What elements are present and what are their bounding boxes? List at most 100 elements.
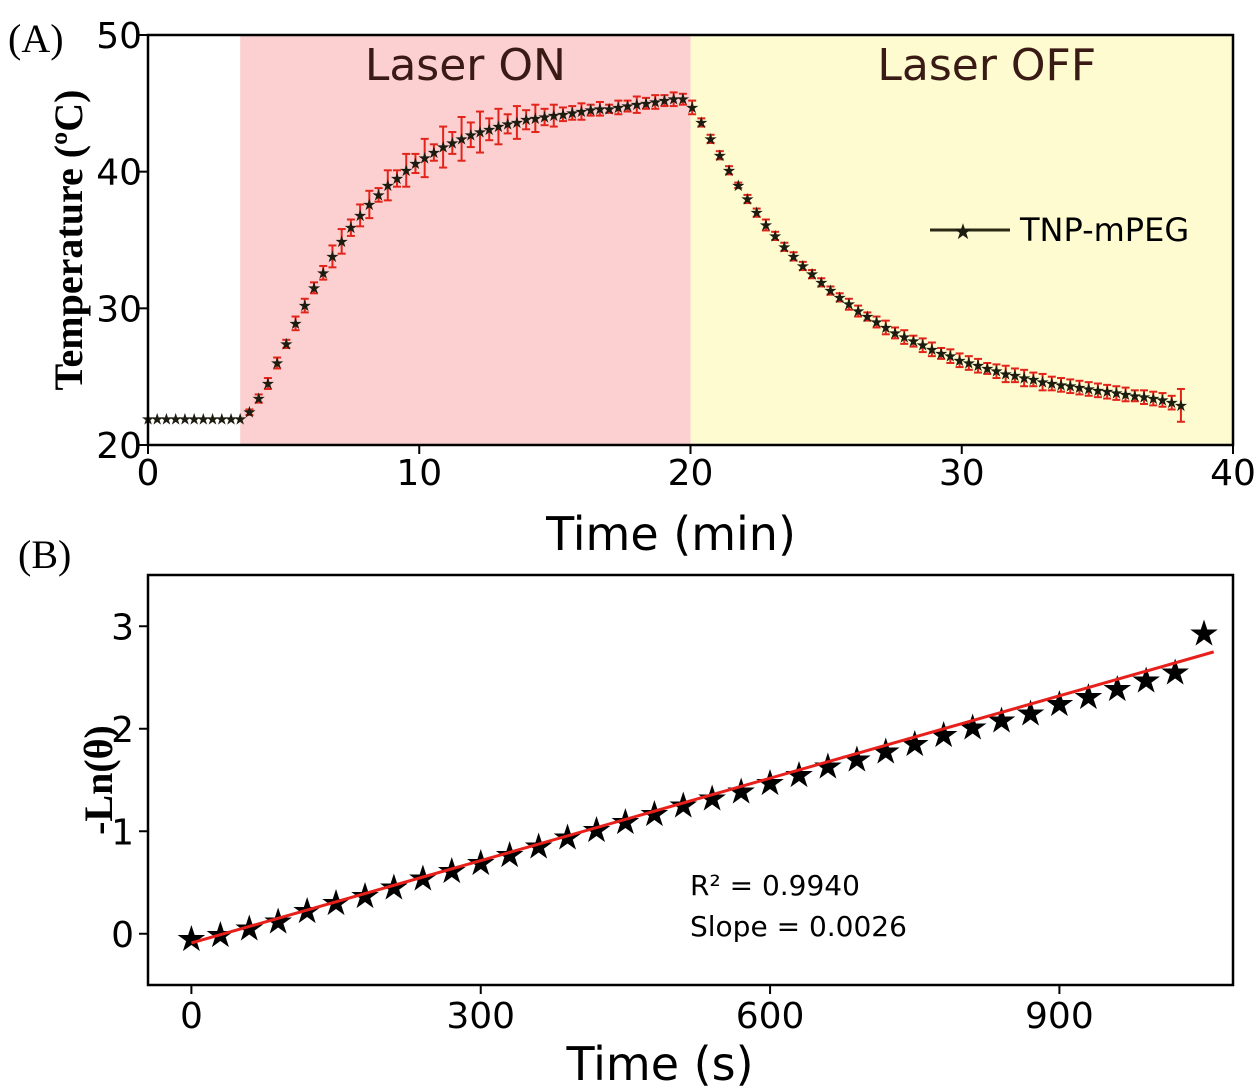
data-point: ★ xyxy=(399,161,413,180)
error-bar xyxy=(660,94,669,108)
data-point: ★ xyxy=(1174,396,1188,415)
data-point: ★ xyxy=(685,98,699,117)
error-bar xyxy=(1001,364,1010,384)
data-point: ★ xyxy=(869,313,883,332)
data-point: ★ xyxy=(159,410,173,429)
data-point: ★ xyxy=(242,403,256,422)
x-tick-label: 0 xyxy=(137,453,160,494)
panel-b-label: (B) xyxy=(18,532,71,577)
error-bar xyxy=(586,103,595,117)
error-bar xyxy=(642,96,651,110)
data-point: ★ xyxy=(740,190,754,209)
data-point: ★ xyxy=(1045,374,1059,393)
data-point: ★ xyxy=(390,169,404,188)
error-bar xyxy=(1130,389,1139,403)
data-point: ★ xyxy=(754,763,786,804)
data-point: ★ xyxy=(879,318,893,337)
error-bar xyxy=(1038,372,1047,392)
error-bar xyxy=(872,315,881,329)
data-point: ★ xyxy=(812,747,844,788)
error-bar xyxy=(439,125,448,169)
data-point: ★ xyxy=(427,143,441,162)
data-point: ★ xyxy=(956,708,988,749)
error-bar xyxy=(835,292,844,303)
error-bar xyxy=(393,169,402,188)
data-point: ★ xyxy=(703,129,717,148)
region-laser-off xyxy=(690,35,1233,445)
data-point: ★ xyxy=(1043,684,1075,725)
error-bar xyxy=(964,355,973,371)
data-point: ★ xyxy=(537,108,551,127)
data-point: ★ xyxy=(999,364,1013,383)
error-bar xyxy=(291,315,300,332)
error-bar xyxy=(854,304,863,318)
data-point: ★ xyxy=(796,256,810,275)
data-point: ★ xyxy=(178,410,192,429)
error-bar xyxy=(798,260,807,272)
error-bar xyxy=(346,218,355,237)
data-point: ★ xyxy=(786,247,800,266)
error-bar xyxy=(485,117,494,142)
error-bar xyxy=(881,319,890,336)
data-point: ★ xyxy=(1165,393,1179,412)
error-bar xyxy=(448,131,457,155)
error-bar xyxy=(319,264,328,281)
x-tick-label: 30 xyxy=(939,453,985,494)
data-point: ★ xyxy=(316,263,330,282)
error-bar xyxy=(402,152,411,188)
panel-b-y-axis-title: -Ln(θ) xyxy=(76,725,121,835)
data-point: ★ xyxy=(482,120,496,139)
error-bar xyxy=(1149,390,1158,407)
error-bar xyxy=(974,357,983,374)
error-bar xyxy=(780,241,789,252)
data-point: ★ xyxy=(362,195,376,214)
panel-b-plot-background xyxy=(148,575,1233,985)
data-point: ★ xyxy=(501,114,515,133)
panel-a-legend: ★ TNP-mPEG xyxy=(930,211,1189,249)
error-bar xyxy=(374,187,383,203)
error-bar xyxy=(531,103,540,134)
data-point: ★ xyxy=(168,410,182,429)
data-point: ★ xyxy=(298,296,312,315)
data-point: ★ xyxy=(335,232,349,251)
error-bar xyxy=(1084,381,1093,397)
error-bar xyxy=(909,334,918,348)
data-point: ★ xyxy=(371,185,385,204)
error-bar xyxy=(1121,386,1130,403)
data-point: ★ xyxy=(510,113,524,132)
data-point: ★ xyxy=(648,92,662,111)
data-point: ★ xyxy=(925,340,939,359)
error-bar xyxy=(1140,389,1149,405)
error-bar xyxy=(429,143,438,162)
data-point: ★ xyxy=(934,344,948,363)
error-bar xyxy=(540,107,549,127)
data-point: ★ xyxy=(985,701,1017,742)
data-point: ★ xyxy=(381,176,395,195)
data-point: ★ xyxy=(928,715,960,756)
r-squared-annotation: R² = 0.9940 xyxy=(690,869,860,902)
y-tick-label: 20 xyxy=(96,426,142,467)
data-point: ★ xyxy=(694,113,708,132)
region-label-laser-off: Laser OFF xyxy=(877,40,1096,91)
data-point: ★ xyxy=(353,206,367,225)
error-bar xyxy=(808,269,817,280)
error-bar xyxy=(1047,375,1056,392)
data-point: ★ xyxy=(519,110,533,129)
data-point: ★ xyxy=(750,203,764,222)
error-bar xyxy=(725,165,734,176)
data-point: ★ xyxy=(261,374,275,393)
data-point: ★ xyxy=(611,98,625,117)
y-tick-label: 1 xyxy=(111,812,134,853)
error-bar xyxy=(1093,382,1102,399)
panel-b-axis-ticks: 0 300 600 900 0 1 2 3 xyxy=(111,607,1094,1037)
data-point: ★ xyxy=(215,410,229,429)
data-point: ★ xyxy=(667,90,681,109)
data-point: ★ xyxy=(224,410,238,429)
data-point: ★ xyxy=(639,94,653,113)
error-bar xyxy=(254,393,263,404)
data-point: ★ xyxy=(1026,370,1040,389)
data-point: ★ xyxy=(196,410,210,429)
data-point: ★ xyxy=(725,771,757,812)
error-bar xyxy=(918,337,927,354)
error-bar xyxy=(1010,367,1019,384)
